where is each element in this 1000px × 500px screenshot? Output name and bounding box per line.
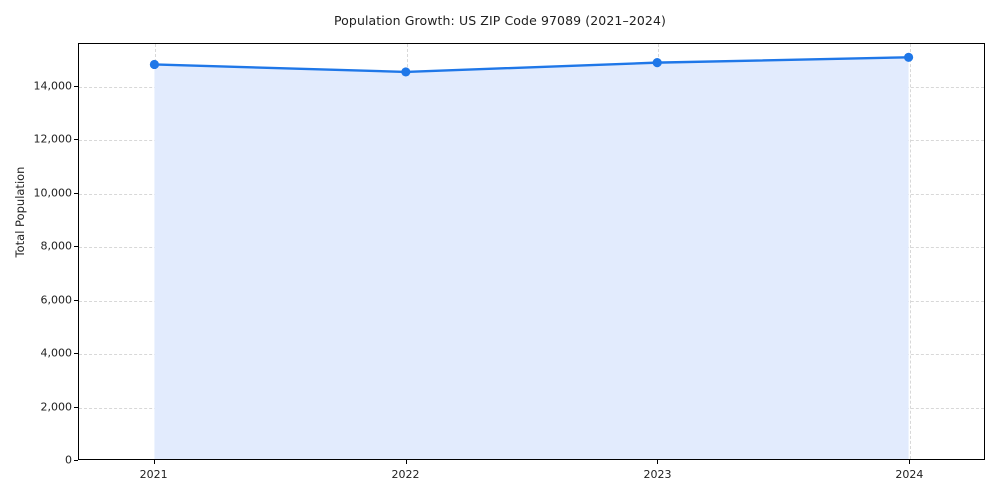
x-axis-tick-label: 2021 <box>139 468 168 481</box>
series-line <box>153 56 910 74</box>
data-point-marker <box>903 52 914 62</box>
x-axis-tick-mark <box>153 460 155 464</box>
x-axis-tick-marks <box>78 460 985 465</box>
y-axis-tick-mark <box>74 460 78 461</box>
y-axis-tick-mark <box>74 246 78 248</box>
y-axis-tick-mark <box>74 192 78 194</box>
y-axis-tick-mark <box>74 406 78 408</box>
y-axis-tick-label: 10,000 <box>33 186 73 200</box>
y-axis-tick-label: 14,000 <box>33 79 73 93</box>
x-axis-tick-labels: 2021 2022 2023 2024 <box>78 460 985 490</box>
data-point-marker <box>652 58 662 68</box>
y-axis-tick-mark <box>74 139 78 141</box>
x-axis-tick-mark <box>657 460 659 464</box>
x-axis-tick-mark <box>405 460 407 464</box>
area-fill <box>154 57 909 459</box>
plot-area <box>78 43 985 460</box>
chart-title: Population Growth: US ZIP Code 97089 (20… <box>333 13 667 28</box>
y-axis-tick-labels: 0 2,000 4,000 6,000 8,000 10,000 12,000 14,000 <box>4 43 73 466</box>
y-axis-tick-label: 4,000 <box>40 346 73 360</box>
y-axis-tick-mark <box>74 299 78 301</box>
y-axis-tick-label: 6,000 <box>40 293 73 307</box>
y-axis-tick-marks <box>74 43 78 461</box>
y-axis-tick-label: 8,000 <box>40 239 73 253</box>
gridline-vertical <box>910 44 912 459</box>
x-axis-tick-label: 2024 <box>895 468 924 481</box>
y-axis-tick-label: 12,000 <box>33 132 73 146</box>
x-axis-tick-label: 2022 <box>391 468 420 481</box>
data-point-marker <box>401 67 411 77</box>
y-axis-tick-label: 0 <box>65 453 72 467</box>
x-axis-tick-mark <box>909 460 911 464</box>
data-series-line <box>149 52 914 459</box>
x-axis-tick-label: 2023 <box>643 468 672 481</box>
data-point-marker <box>149 59 160 70</box>
y-axis-tick-label: 2,000 <box>40 400 73 414</box>
y-axis-tick-mark <box>74 353 78 355</box>
y-axis-tick-mark <box>74 85 78 87</box>
